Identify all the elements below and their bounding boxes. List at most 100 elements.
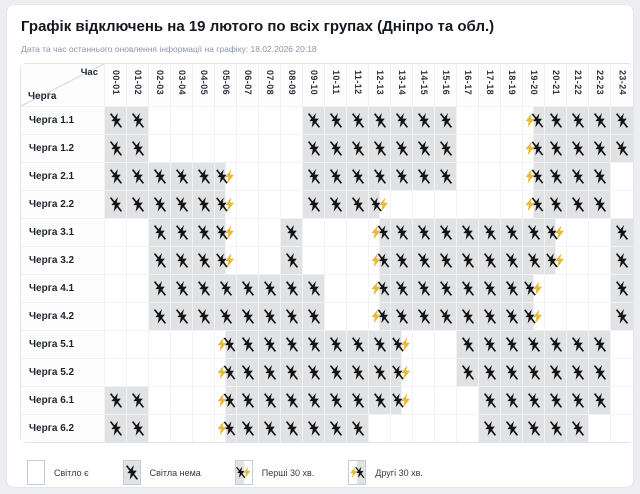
- schedule-cell: [149, 107, 171, 135]
- schedule-cell: [347, 331, 369, 359]
- hour-header: 07-08: [259, 64, 281, 107]
- schedule-cell: [589, 135, 611, 163]
- schedule-cell: [545, 387, 567, 415]
- hour-header-label: 12-13: [375, 69, 385, 96]
- no-light-icon: [307, 281, 320, 296]
- schedule-cell: [347, 415, 369, 442]
- no-light-icon: [593, 337, 606, 352]
- no-light-icon: [417, 225, 430, 240]
- schedule-cell: [479, 303, 501, 331]
- no-light-icon: [593, 365, 606, 380]
- hour-header-label: 14-15: [419, 69, 429, 96]
- no-light-icon: [351, 365, 364, 380]
- legend-label: Світло є: [54, 467, 89, 478]
- schedule-cell: [523, 303, 545, 331]
- schedule-cell: [611, 247, 633, 275]
- schedule-cell: [369, 219, 391, 247]
- schedule-cell: [479, 387, 501, 415]
- no-light-icon: [285, 225, 298, 240]
- schedule-cell: [369, 415, 391, 442]
- no-light-icon: [197, 281, 210, 296]
- schedule-cell: [215, 303, 237, 331]
- schedule-cell: [479, 135, 501, 163]
- schedule-cell: [457, 107, 479, 135]
- no-light-icon: [373, 337, 386, 352]
- no-light-icon: [131, 393, 144, 408]
- no-light-icon: [241, 365, 254, 380]
- second-30min-outage-icon: [350, 466, 365, 479]
- schedule-cell: [325, 247, 347, 275]
- second-30min-outage-icon: [525, 197, 543, 212]
- schedule-cell: [303, 191, 325, 219]
- hour-header: 01-02: [127, 64, 149, 107]
- schedule-cell: [281, 275, 303, 303]
- schedule-cell: [501, 107, 523, 135]
- schedule-cell: [589, 247, 611, 275]
- schedule-row: Черга 3.1: [21, 219, 633, 247]
- schedule-cell: [193, 415, 215, 442]
- schedule-cell: [457, 331, 479, 359]
- schedule-cell: [215, 135, 237, 163]
- schedule-cell: [457, 387, 479, 415]
- schedule-cell: [105, 415, 127, 442]
- no-light-icon: [285, 421, 298, 436]
- no-light-icon: [153, 253, 166, 268]
- no-light-icon: [109, 113, 122, 128]
- no-light-icon: [527, 421, 540, 436]
- queue-row-label: Черга 3.2: [21, 247, 105, 275]
- schedule-cell: [479, 191, 501, 219]
- schedule-cell: [523, 415, 545, 442]
- schedule-cell: [127, 219, 149, 247]
- schedule-cell: [567, 163, 589, 191]
- no-light-icon: [571, 365, 584, 380]
- legend-swatch-F: [234, 460, 253, 485]
- legend-swatch-S: [348, 460, 367, 485]
- schedule-row: Черга 5.2: [21, 359, 633, 387]
- no-light-icon: [417, 309, 430, 324]
- hours-header-row: Час Черга 00-01 01-02 02-03 03-04 04-05 05-06…: [21, 64, 633, 107]
- schedule-cell: [215, 163, 237, 191]
- schedule-cell: [105, 303, 127, 331]
- no-light-icon: [153, 197, 166, 212]
- schedule-cell: [435, 387, 457, 415]
- schedule-row: Черга 4.1: [21, 275, 633, 303]
- no-light-icon: [373, 393, 386, 408]
- schedule-cell: [369, 331, 391, 359]
- no-light-icon: [505, 225, 518, 240]
- schedule-cell: [281, 359, 303, 387]
- hour-header: 18-19: [501, 64, 523, 107]
- no-light-icon: [351, 113, 364, 128]
- schedule-cell: [105, 107, 127, 135]
- no-light-icon: [329, 113, 342, 128]
- first-30min-outage-icon: [215, 225, 234, 240]
- schedule-cell: [435, 247, 457, 275]
- schedule-cell: [303, 135, 325, 163]
- hour-header: 23-24: [611, 64, 633, 107]
- schedule-cell: [127, 107, 149, 135]
- queue-row-label: Черга 1.1: [21, 107, 105, 135]
- schedule-cell: [369, 107, 391, 135]
- no-light-icon: [483, 365, 496, 380]
- no-light-icon: [461, 309, 474, 324]
- schedule-cell: [149, 303, 171, 331]
- legend-item-B: Світла нема: [122, 460, 201, 485]
- schedule-cell: [611, 219, 633, 247]
- schedule-cell: [105, 135, 127, 163]
- schedule-cell: [237, 331, 259, 359]
- schedule-cell: [413, 247, 435, 275]
- no-light-icon: [593, 113, 606, 128]
- no-light-icon: [461, 365, 474, 380]
- schedule-cell: [259, 359, 281, 387]
- no-light-icon: [175, 169, 188, 184]
- schedule-cell: [215, 107, 237, 135]
- no-light-icon: [395, 281, 408, 296]
- first-30min-outage-icon: [523, 309, 542, 324]
- schedule-cell: [215, 247, 237, 275]
- schedule-cell: [105, 275, 127, 303]
- no-light-icon: [263, 365, 276, 380]
- schedule-cell: [259, 275, 281, 303]
- no-light-icon: [527, 365, 540, 380]
- schedule-cell: [325, 107, 347, 135]
- schedule-cell: [545, 247, 567, 275]
- no-light-icon: [395, 253, 408, 268]
